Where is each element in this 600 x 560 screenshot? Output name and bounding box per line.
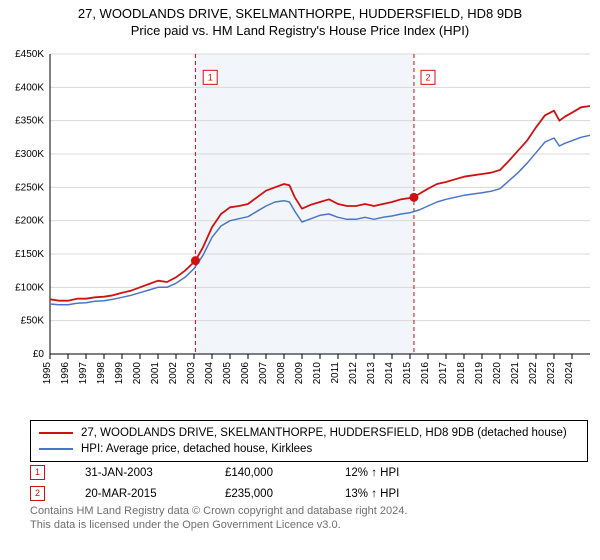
svg-text:2013: 2013 <box>366 362 377 385</box>
svg-text:2024: 2024 <box>564 362 575 385</box>
svg-text:£0: £0 <box>33 349 45 360</box>
svg-text:2008: 2008 <box>276 362 287 385</box>
marker-price-2: £235,000 <box>225 488 305 500</box>
marker-row-1: 1 31-JAN-2003 £140,000 12% ↑ HPI <box>30 462 588 483</box>
footer-attribution: Contains HM Land Registry data © Crown c… <box>30 504 588 533</box>
title-address: 27, WOODLANDS DRIVE, SKELMANTHORPE, HUDD… <box>0 6 600 23</box>
svg-text:£300K: £300K <box>15 149 44 160</box>
svg-text:2007: 2007 <box>258 362 269 385</box>
svg-text:2: 2 <box>425 72 430 82</box>
legend-row-property: 27, WOODLANDS DRIVE, SKELMANTHORPE, HUDD… <box>39 425 579 441</box>
svg-text:£50K: £50K <box>21 316 45 327</box>
svg-text:£400K: £400K <box>15 82 44 93</box>
svg-text:£450K: £450K <box>15 49 44 60</box>
marker-pct-1: 12% ↑ HPI <box>345 467 435 479</box>
svg-text:2003: 2003 <box>186 362 197 385</box>
svg-text:£200K: £200K <box>15 216 44 227</box>
marker-date-1: 31-JAN-2003 <box>85 467 185 479</box>
svg-text:2016: 2016 <box>420 362 431 385</box>
svg-text:2022: 2022 <box>528 362 539 385</box>
footer-line1: Contains HM Land Registry data © Crown c… <box>30 504 588 518</box>
svg-text:1998: 1998 <box>96 362 107 385</box>
chart-titles: 27, WOODLANDS DRIVE, SKELMANTHORPE, HUDD… <box>0 0 600 40</box>
svg-text:2002: 2002 <box>168 362 179 385</box>
svg-text:£350K: £350K <box>15 116 44 127</box>
svg-text:2005: 2005 <box>222 362 233 385</box>
svg-text:£250K: £250K <box>15 182 44 193</box>
svg-text:2004: 2004 <box>204 362 215 385</box>
legend-swatch-hpi <box>39 448 73 450</box>
svg-text:2015: 2015 <box>402 362 413 385</box>
svg-text:2019: 2019 <box>474 362 485 385</box>
footer-line2: This data is licensed under the Open Gov… <box>30 518 588 532</box>
marker-pct-2: 13% ↑ HPI <box>345 488 435 500</box>
svg-text:2021: 2021 <box>510 362 521 385</box>
marker-badge-2: 2 <box>30 486 45 501</box>
svg-text:2018: 2018 <box>456 362 467 385</box>
legend-box: 27, WOODLANDS DRIVE, SKELMANTHORPE, HUDD… <box>30 420 588 462</box>
svg-text:2020: 2020 <box>492 362 503 385</box>
marker-date-2: 20-MAR-2015 <box>85 488 185 500</box>
legend-label-property: 27, WOODLANDS DRIVE, SKELMANTHORPE, HUDD… <box>81 425 567 441</box>
svg-text:£100K: £100K <box>15 282 44 293</box>
svg-text:2001: 2001 <box>150 362 161 385</box>
svg-text:2014: 2014 <box>384 362 395 385</box>
svg-text:1996: 1996 <box>60 362 71 385</box>
title-subtitle: Price paid vs. HM Land Registry's House … <box>0 23 600 40</box>
marker-price-1: £140,000 <box>225 467 305 479</box>
svg-text:1995: 1995 <box>42 362 53 385</box>
svg-text:1997: 1997 <box>78 362 89 385</box>
svg-text:2012: 2012 <box>348 362 359 385</box>
marker-row-2: 2 20-MAR-2015 £235,000 13% ↑ HPI <box>30 483 588 504</box>
svg-text:2009: 2009 <box>294 362 305 385</box>
legend-row-hpi: HPI: Average price, detached house, Kirk… <box>39 441 579 457</box>
marker-table: 1 31-JAN-2003 £140,000 12% ↑ HPI 2 20-MA… <box>30 462 588 504</box>
svg-text:1999: 1999 <box>114 362 125 385</box>
svg-text:2017: 2017 <box>438 362 449 385</box>
svg-text:2023: 2023 <box>546 362 557 385</box>
legend-swatch-property <box>39 432 73 434</box>
svg-text:2000: 2000 <box>132 362 143 385</box>
svg-text:2006: 2006 <box>240 362 251 385</box>
marker-badge-1: 1 <box>30 465 45 480</box>
legend-label-hpi: HPI: Average price, detached house, Kirk… <box>81 441 312 457</box>
svg-text:2011: 2011 <box>330 362 341 384</box>
svg-text:2010: 2010 <box>312 362 323 385</box>
svg-text:£150K: £150K <box>15 249 44 260</box>
chart-area: £0 £50K £100K £150K £200K £250K £300K £350K £400… <box>0 44 600 414</box>
chart-svg: £0 £50K £100K £150K £200K £250K £300K £350K £400… <box>0 44 600 414</box>
svg-text:1: 1 <box>208 72 213 82</box>
